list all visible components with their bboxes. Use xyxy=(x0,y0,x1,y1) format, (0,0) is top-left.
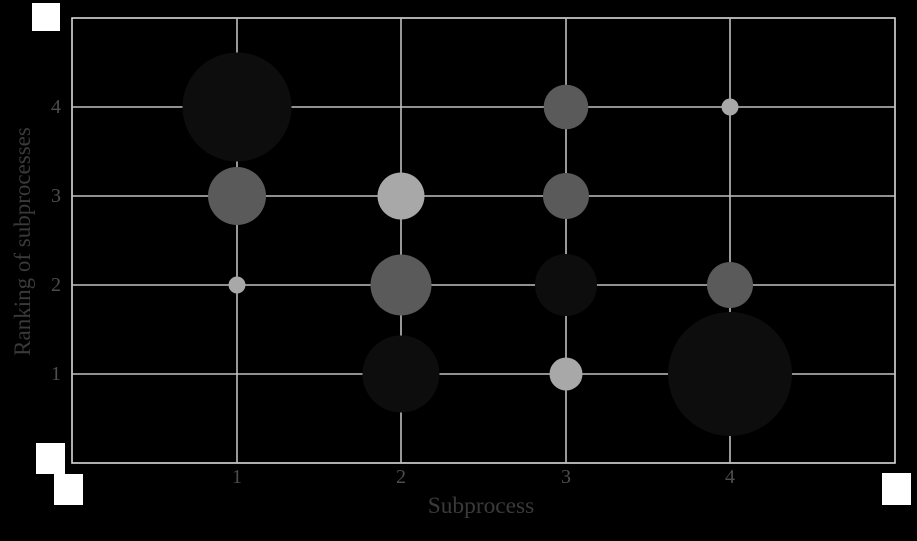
svg-text:3: 3 xyxy=(561,466,571,488)
svg-text:Subprocess: Subprocess xyxy=(428,493,535,519)
svg-text:2: 2 xyxy=(396,466,406,488)
svg-text:2: 2 xyxy=(51,274,61,296)
svg-text:1: 1 xyxy=(232,466,242,488)
svg-text:4: 4 xyxy=(51,96,61,118)
svg-text:Ranking of subprocesses: Ranking of subprocesses xyxy=(10,127,35,356)
svg-text:4: 4 xyxy=(725,466,735,488)
svg-text:1: 1 xyxy=(51,363,61,385)
svg-text:3: 3 xyxy=(51,185,61,207)
